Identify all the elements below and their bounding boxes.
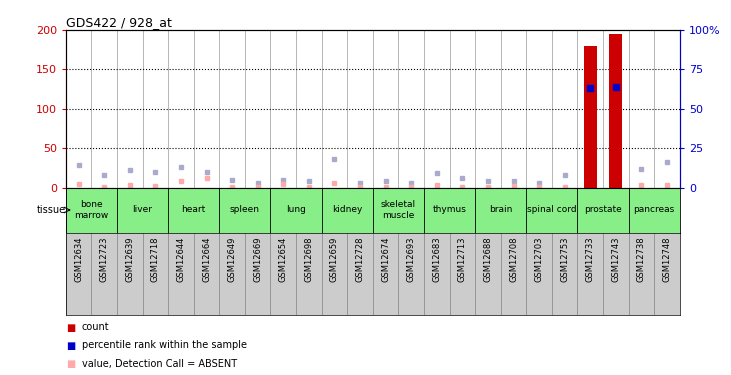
Text: spleen: spleen (230, 206, 260, 214)
Text: GSM12698: GSM12698 (304, 237, 314, 282)
Text: bone
marrow: bone marrow (75, 200, 108, 220)
Text: GSM12753: GSM12753 (560, 237, 569, 282)
Bar (584, 46, 596, 188)
Text: count: count (82, 322, 110, 333)
Text: GSM12743: GSM12743 (611, 237, 621, 282)
Text: lung: lung (286, 206, 306, 214)
Text: GSM12654: GSM12654 (279, 237, 288, 282)
Text: GSM12674: GSM12674 (381, 237, 390, 282)
Text: GSM12713: GSM12713 (458, 237, 467, 282)
Text: GSM12728: GSM12728 (355, 237, 365, 282)
Text: GSM12733: GSM12733 (586, 237, 595, 282)
Text: GSM12659: GSM12659 (330, 237, 339, 282)
Text: spinal cord: spinal cord (527, 206, 577, 214)
Text: GSM12683: GSM12683 (432, 237, 442, 282)
Text: heart: heart (181, 206, 206, 214)
Text: GSM12669: GSM12669 (253, 237, 262, 282)
Text: GSM12688: GSM12688 (483, 237, 493, 282)
Text: liver: liver (132, 206, 153, 214)
Text: GSM12748: GSM12748 (662, 237, 672, 282)
Text: kidney: kidney (332, 206, 363, 214)
Text: prostate: prostate (584, 206, 622, 214)
Bar (610, 34, 622, 188)
Text: GSM12708: GSM12708 (509, 237, 518, 282)
Text: GSM12703: GSM12703 (534, 237, 544, 282)
Text: GSM12639: GSM12639 (125, 237, 135, 282)
Text: GSM12664: GSM12664 (202, 237, 211, 282)
Text: percentile rank within the sample: percentile rank within the sample (82, 340, 247, 351)
Text: ■: ■ (66, 322, 75, 333)
Text: GSM12718: GSM12718 (151, 237, 160, 282)
Text: skeletal
muscle: skeletal muscle (381, 200, 416, 220)
Text: GSM12649: GSM12649 (227, 237, 237, 282)
Text: ■: ■ (66, 340, 75, 351)
Text: GSM12634: GSM12634 (74, 237, 83, 282)
Text: pancreas: pancreas (634, 206, 675, 214)
Text: ■: ■ (66, 358, 75, 369)
Text: brain: brain (489, 206, 512, 214)
Text: GSM12693: GSM12693 (406, 237, 416, 282)
Text: GSM12738: GSM12738 (637, 237, 646, 282)
Text: thymus: thymus (433, 206, 466, 214)
Text: GSM12644: GSM12644 (176, 237, 186, 282)
Text: tissue: tissue (37, 205, 66, 215)
Text: GSM12723: GSM12723 (99, 237, 109, 282)
Text: value, Detection Call = ABSENT: value, Detection Call = ABSENT (82, 358, 237, 369)
Text: GDS422 / 928_at: GDS422 / 928_at (66, 16, 172, 29)
